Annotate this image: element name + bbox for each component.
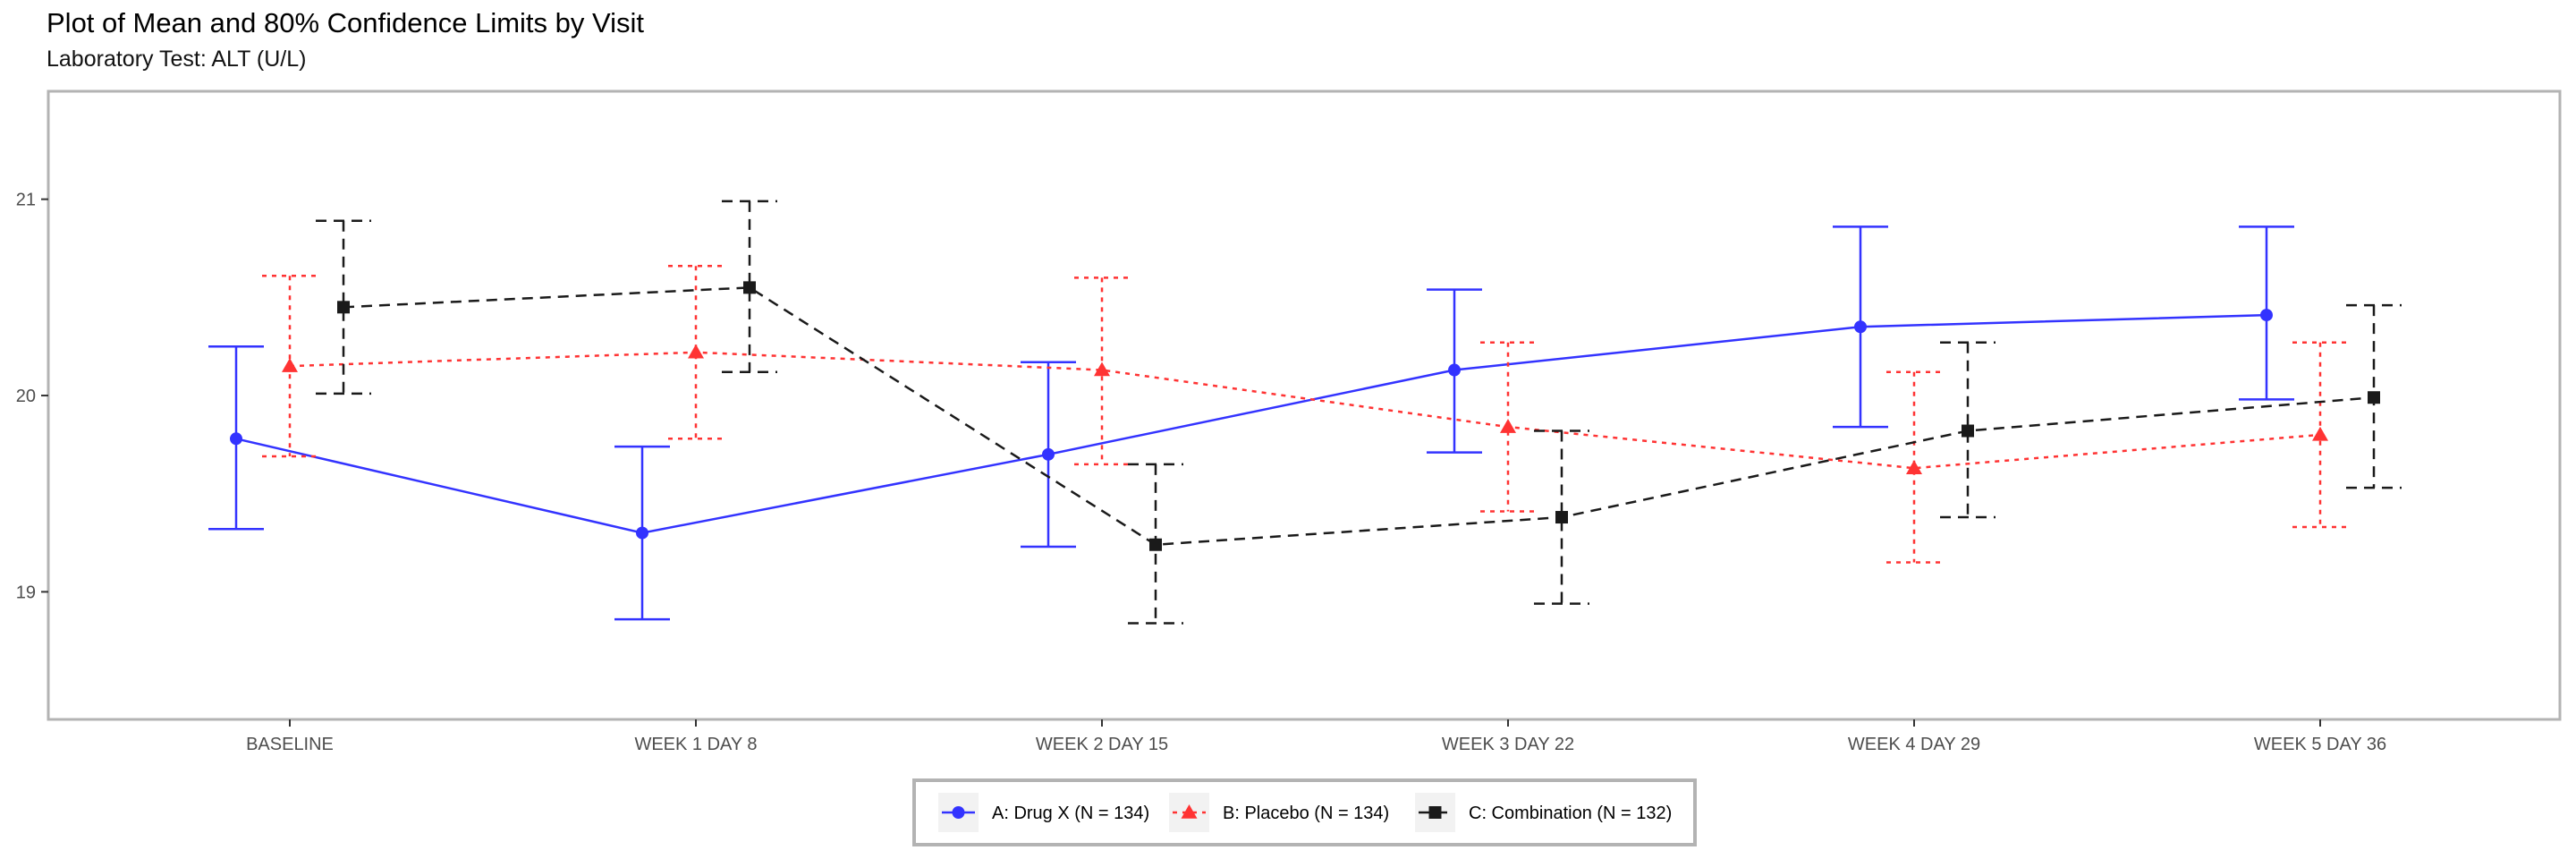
series-line [343, 286, 2375, 547]
data-point-circle [2260, 309, 2273, 322]
series-group-square [316, 200, 2402, 625]
legend-key-marker-square [1428, 806, 1442, 819]
data-point-triangle [1094, 361, 1110, 377]
data-point-circle [1042, 447, 1055, 461]
x-tick-label: WEEK 2 DAY 15 [1036, 735, 1168, 754]
data-point-square [743, 281, 756, 294]
y-tick-label: 20 [16, 387, 36, 406]
x-tick-label: WEEK 5 DAY 36 [2254, 735, 2386, 754]
legend-box [912, 778, 1697, 846]
data-point-circle [1448, 363, 1461, 377]
data-point-square [337, 301, 350, 314]
x-tick-label: WEEK 4 DAY 29 [1848, 735, 1980, 754]
legend-label: A: Drug X (N = 134) [992, 804, 1149, 823]
data-point-square [1555, 511, 1568, 524]
legend: A: Drug X (N = 134) B: Placebo (N = 134) C… [912, 778, 1697, 846]
y-tick-label: 21 [16, 191, 36, 210]
data-point-triangle [1906, 460, 1922, 474]
legend-item: B: Placebo (N = 134) [1169, 793, 1389, 832]
data-point-square [1149, 538, 1162, 551]
data-point-triangle [2312, 426, 2328, 441]
series-group-circle [208, 225, 2294, 621]
series-line [235, 313, 2267, 534]
data-point-triangle [282, 358, 298, 372]
legend-key-marker-circle [952, 806, 965, 819]
legend-item: C: Combination (N = 132) [1415, 793, 1672, 832]
chart-title: Plot of Mean and 80% Confidence Limits b… [47, 7, 645, 38]
axis-layer: 19 20 21 BASELINE WEEK 1 DAY 8 WEEK 2 DAY 15 W… [16, 191, 2386, 754]
chart-subtitle: Laboratory Test: ALT (U/L) [47, 47, 307, 72]
data-point-triangle [1500, 419, 1516, 433]
data-point-square [2368, 391, 2380, 404]
data-point-circle [1854, 320, 1867, 334]
y-tick-label: 19 [16, 583, 36, 602]
x-tick-label: BASELINE [246, 735, 334, 754]
legend-label: C: Combination (N = 132) [1469, 804, 1672, 823]
series-group-triangle [262, 264, 2348, 564]
series-line [289, 351, 2321, 470]
legend-key-marker-triangle [1181, 804, 1198, 819]
legend-label: B: Placebo (N = 134) [1223, 804, 1389, 823]
data-point-circle [230, 432, 242, 446]
legend-item: A: Drug X (N = 134) [938, 793, 1149, 832]
data-point-square [1962, 424, 1974, 438]
x-tick-label: WEEK 1 DAY 8 [634, 735, 757, 754]
x-tick-label: WEEK 3 DAY 22 [1442, 735, 1574, 754]
plot-panel [47, 89, 2562, 721]
data-point-circle [636, 526, 648, 540]
data-point-triangle [688, 344, 704, 359]
series-layer [208, 200, 2402, 625]
